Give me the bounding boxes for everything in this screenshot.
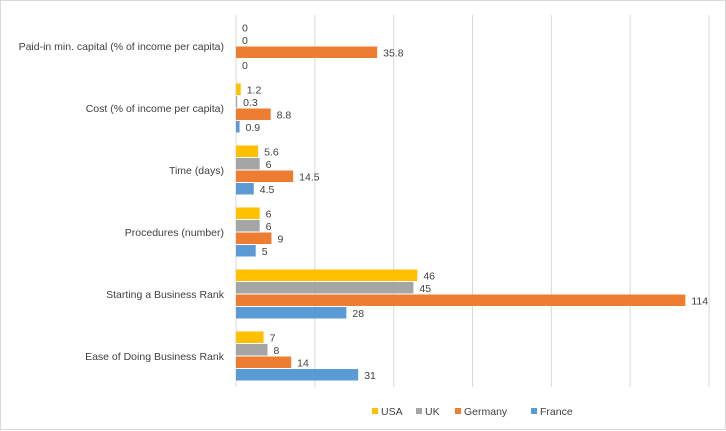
- data-label-germany-cost-of-income-per-capita: 8.8: [277, 109, 292, 121]
- bar-uk-procedures-number: [236, 220, 260, 232]
- category-label-starting-a-business-rank: Starting a Business Rank: [106, 289, 225, 301]
- data-label-france-time-days: 4.5: [260, 184, 275, 196]
- data-label-uk-ease-of-doing-business-rank: 8: [274, 345, 280, 357]
- legend-label-germany: Germany: [464, 406, 508, 418]
- bar-usa-ease-of-doing-business-rank: [236, 331, 264, 343]
- legend-swatch-germany: [455, 408, 461, 414]
- bars: [236, 46, 686, 381]
- data-label-germany-ease-of-doing-business-rank: 14: [297, 357, 309, 369]
- bar-france-starting-a-business-rank: [236, 307, 347, 319]
- data-label-uk-procedures-number: 6: [266, 221, 272, 233]
- bar-usa-time-days: [236, 145, 259, 157]
- category-label-cost-of-income-per-capita: Cost (% of income per capita): [86, 103, 224, 115]
- bar-uk-ease-of-doing-business-rank: [236, 344, 268, 356]
- data-label-usa-ease-of-doing-business-rank: 7: [270, 332, 276, 344]
- data-label-usa-time-days: 5.6: [264, 146, 279, 158]
- legend-label-uk: UK: [425, 406, 440, 418]
- legend-label-france: France: [540, 406, 573, 418]
- bar-usa-starting-a-business-rank: [236, 269, 418, 281]
- data-label-uk-paid-in-min-capital-of-income-per-capita: 0: [242, 35, 248, 47]
- data-label-usa-cost-of-income-per-capita: 1.2: [247, 84, 262, 96]
- bar-uk-time-days: [236, 158, 260, 170]
- legend-swatch-uk: [416, 408, 422, 414]
- bar-france-cost-of-income-per-capita: [236, 121, 240, 133]
- bar-germany-cost-of-income-per-capita: [236, 108, 271, 120]
- data-label-germany-procedures-number: 9: [277, 233, 283, 245]
- data-label-france-ease-of-doing-business-rank: 31: [364, 370, 376, 382]
- bar-uk-starting-a-business-rank: [236, 282, 414, 294]
- legend-label-usa: USA: [381, 406, 403, 418]
- data-label-usa-procedures-number: 6: [266, 208, 272, 220]
- category-label-ease-of-doing-business-rank: Ease of Doing Business Rank: [85, 351, 225, 363]
- data-label-uk-cost-of-income-per-capita: 0.3: [243, 97, 258, 109]
- data-label-germany-paid-in-min-capital-of-income-per-capita: 35.8: [383, 47, 404, 59]
- bar-france-procedures-number: [236, 245, 256, 257]
- data-label-usa-paid-in-min-capital-of-income-per-capita: 0: [242, 22, 248, 34]
- bar-usa-cost-of-income-per-capita: [236, 83, 241, 95]
- legend: USA UK Germany France: [372, 406, 573, 418]
- category-label-time-days: Time (days): [169, 165, 224, 177]
- data-label-france-paid-in-min-capital-of-income-per-capita: 0: [242, 60, 248, 72]
- gridlines: [235, 15, 710, 387]
- data-label-uk-starting-a-business-rank: 45: [419, 283, 431, 295]
- data-label-germany-time-days: 14.5: [299, 171, 320, 183]
- bar-france-time-days: [236, 183, 254, 195]
- data-label-uk-time-days: 6: [266, 159, 272, 171]
- bar-usa-procedures-number: [236, 207, 260, 219]
- legend-swatch-usa: [372, 408, 378, 414]
- category-label-paid-in-min-capital-of-income-per-capita: Paid-in min. capital (% of income per ca…: [19, 41, 224, 53]
- bar-germany-procedures-number: [236, 232, 272, 244]
- category-labels: Paid-in min. capital (% of income per ca…: [19, 41, 225, 363]
- bar-france-ease-of-doing-business-rank: [236, 369, 359, 381]
- data-label-france-procedures-number: 5: [262, 246, 268, 258]
- bar-germany-ease-of-doing-business-rank: [236, 356, 292, 368]
- bar-germany-starting-a-business-rank: [236, 294, 686, 306]
- data-labels: 0035.801.20.38.80.95.6614.54.56695464511…: [242, 22, 708, 382]
- data-label-germany-starting-a-business-rank: 114: [691, 295, 708, 307]
- data-label-france-cost-of-income-per-capita: 0.9: [246, 122, 261, 134]
- data-label-france-starting-a-business-rank: 28: [352, 308, 364, 320]
- category-label-procedures-number: Procedures (number): [125, 227, 224, 239]
- bar-germany-time-days: [236, 170, 294, 182]
- bar-germany-paid-in-min-capital-of-income-per-capita: [236, 46, 378, 58]
- bar-uk-cost-of-income-per-capita: [236, 96, 238, 108]
- data-label-usa-starting-a-business-rank: 46: [423, 270, 435, 282]
- legend-swatch-france: [531, 408, 537, 414]
